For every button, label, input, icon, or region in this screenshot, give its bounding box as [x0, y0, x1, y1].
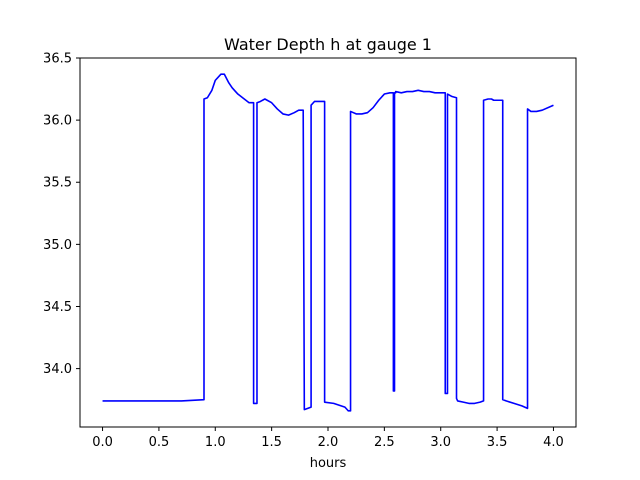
x-tick-label: 3.5	[487, 435, 508, 450]
y-tick-label: 36.0	[43, 114, 72, 129]
y-tick-label: 36.5	[43, 52, 72, 67]
plot-area	[102, 73, 554, 412]
x-axis: 0.0 0.5 1.0 1.5 2.0 2.5 3.0 3.5 4.0	[92, 427, 564, 450]
x-tick-label: 1.5	[261, 435, 282, 450]
y-tick-label: 34.0	[43, 362, 72, 377]
y-axis: 34.0 34.5 35.0 35.5 36.0 36.5	[43, 52, 80, 377]
y-tick-label: 35.5	[43, 176, 72, 191]
x-tick-label: 2.0	[318, 435, 339, 450]
x-axis-label: hours	[310, 456, 347, 471]
x-tick-label: 2.5	[374, 435, 395, 450]
y-tick-label: 35.0	[43, 238, 72, 253]
x-tick-label: 3.0	[430, 435, 451, 450]
chart-title: Water Depth h at gauge 1	[224, 35, 432, 54]
x-tick-label: 0.0	[92, 435, 113, 450]
x-tick-label: 1.0	[205, 435, 226, 450]
x-tick-label: 0.5	[149, 435, 170, 450]
water-depth-line	[102, 73, 554, 412]
y-tick-label: 34.5	[43, 300, 72, 315]
x-tick-label: 4.0	[543, 435, 564, 450]
